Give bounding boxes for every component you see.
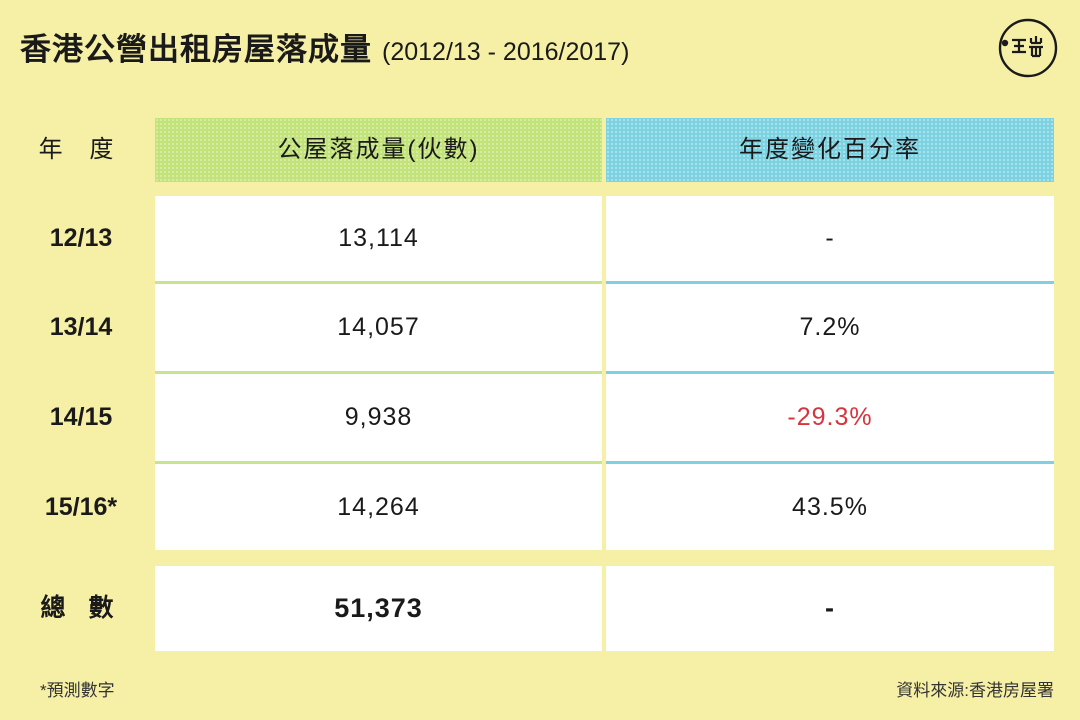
source-note: 資料來源:香港房屋署 — [896, 681, 1054, 700]
column-header-completions: 公屋落成量(伙數) — [155, 118, 602, 182]
total-label: 總 數 — [40, 594, 122, 622]
row-year: 13/14 — [49, 313, 113, 341]
row-divider — [606, 371, 1054, 374]
total-change: - — [606, 566, 1054, 651]
title-subtitle: (2012/13 - 2016/2017) — [382, 38, 630, 66]
total-completions: 51,373 — [155, 566, 602, 651]
row-completions: 14,057 — [155, 284, 602, 371]
row-completions: 13,114 — [155, 196, 602, 281]
row-divider — [606, 281, 1054, 284]
initium-logo — [998, 18, 1058, 78]
column-header-change: 年度變化百分率 — [606, 118, 1054, 182]
column-header-year: 年 度 — [38, 136, 124, 163]
row-year: 12/13 — [49, 224, 113, 252]
footnote: *預測數字 — [40, 681, 115, 700]
row-divider — [155, 461, 602, 464]
row-completions: 9,938 — [155, 374, 602, 461]
row-divider — [155, 281, 602, 284]
row-year: 14/15 — [49, 403, 113, 431]
page-title: 香港公營出租房屋落成量 (2012/13 - 2016/2017) — [20, 24, 629, 69]
row-change: 43.5% — [606, 464, 1054, 550]
title-main: 香港公營出租房屋落成量 — [20, 32, 372, 68]
row-divider — [155, 371, 602, 374]
row-completions: 14,264 — [155, 464, 602, 550]
row-divider — [606, 461, 1054, 464]
row-change: - — [606, 196, 1054, 281]
row-change: 7.2% — [606, 284, 1054, 371]
row-year: 15/16* — [44, 493, 118, 521]
row-change-negative: -29.3% — [606, 374, 1054, 461]
